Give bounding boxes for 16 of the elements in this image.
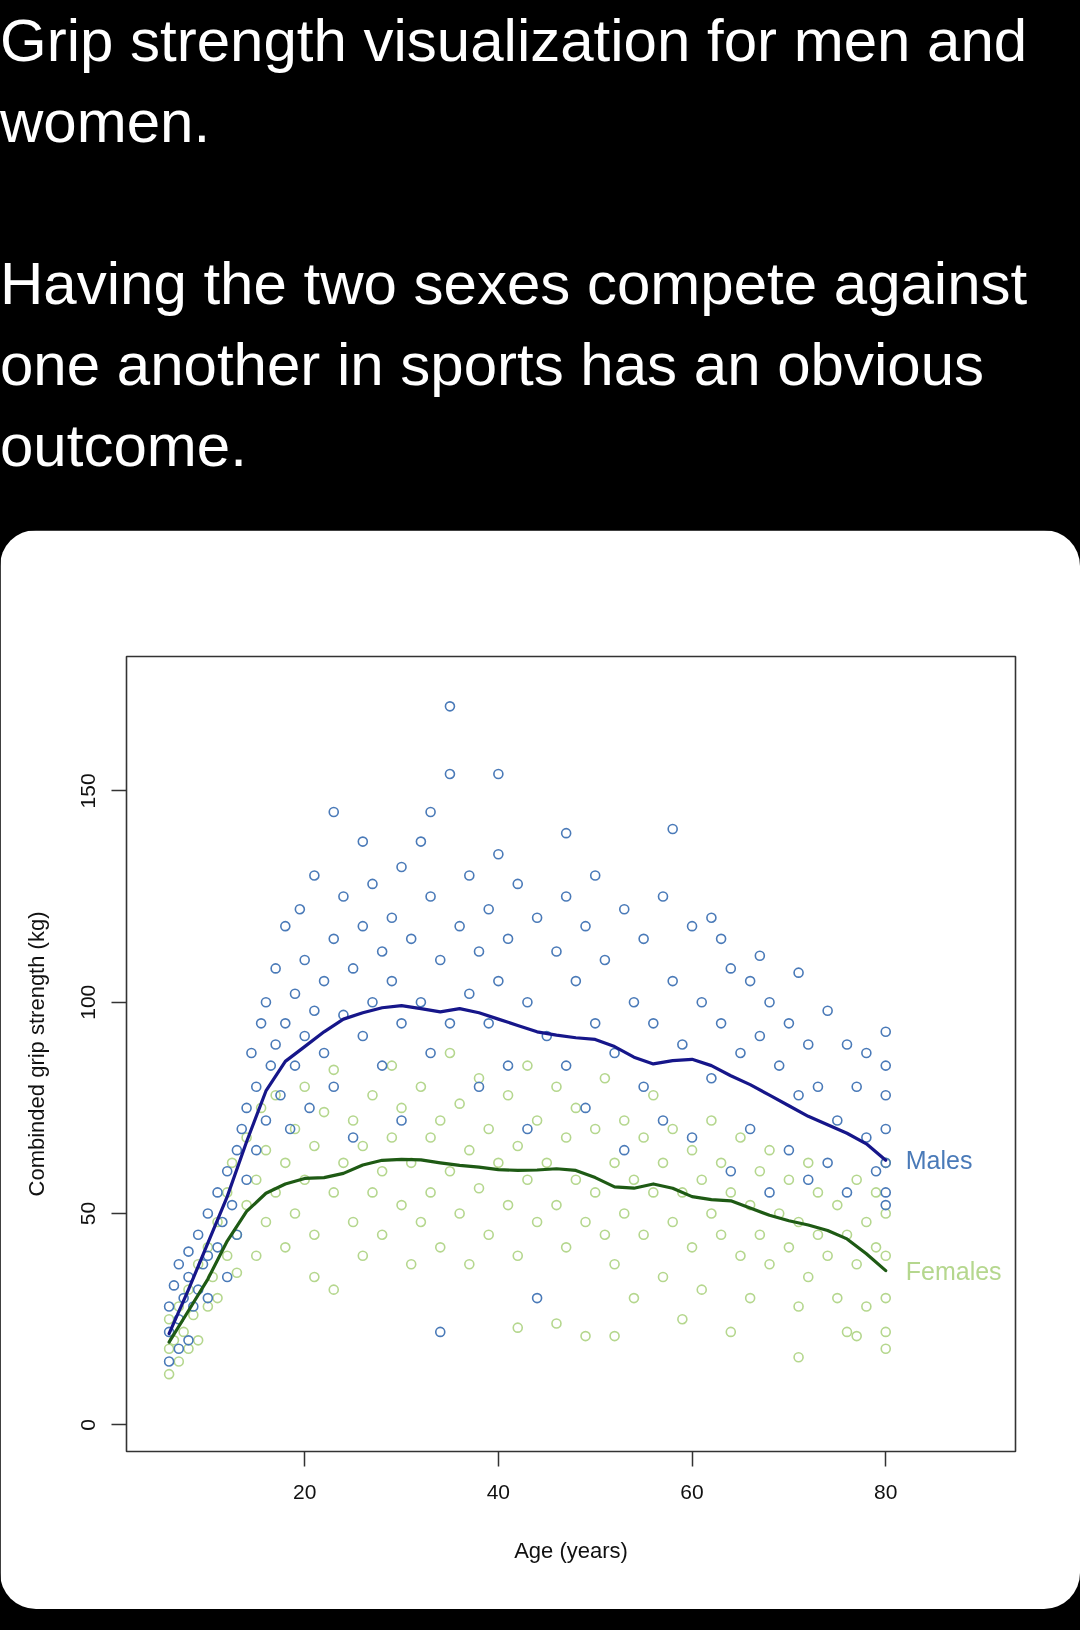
y-tick-label: 100 bbox=[76, 984, 100, 1020]
series-label: Males bbox=[905, 1146, 973, 1175]
x-tick-label: 20 bbox=[293, 1479, 317, 1503]
chart-subtitle: Having the two sexes compete against one another in sports has an obvious outcome. bbox=[0, 250, 1028, 479]
chart-title: Grip strength visualization for men and women. bbox=[0, 7, 1028, 155]
y-axis-title: Combinded grip strength (kg) bbox=[23, 911, 49, 1197]
y-tick-label: 150 bbox=[76, 773, 100, 809]
x-tick-label: 80 bbox=[874, 1479, 898, 1503]
x-axis-title: Age (years) bbox=[514, 1537, 628, 1563]
y-tick-label: 0 bbox=[76, 1419, 100, 1431]
y-tick-label: 50 bbox=[76, 1201, 100, 1226]
x-tick-label: 40 bbox=[486, 1479, 511, 1503]
line-series bbox=[167, 1004, 888, 1336]
series-label: Females bbox=[905, 1256, 1002, 1285]
x-tick-label: 60 bbox=[680, 1479, 704, 1503]
line-series bbox=[167, 1157, 888, 1344]
